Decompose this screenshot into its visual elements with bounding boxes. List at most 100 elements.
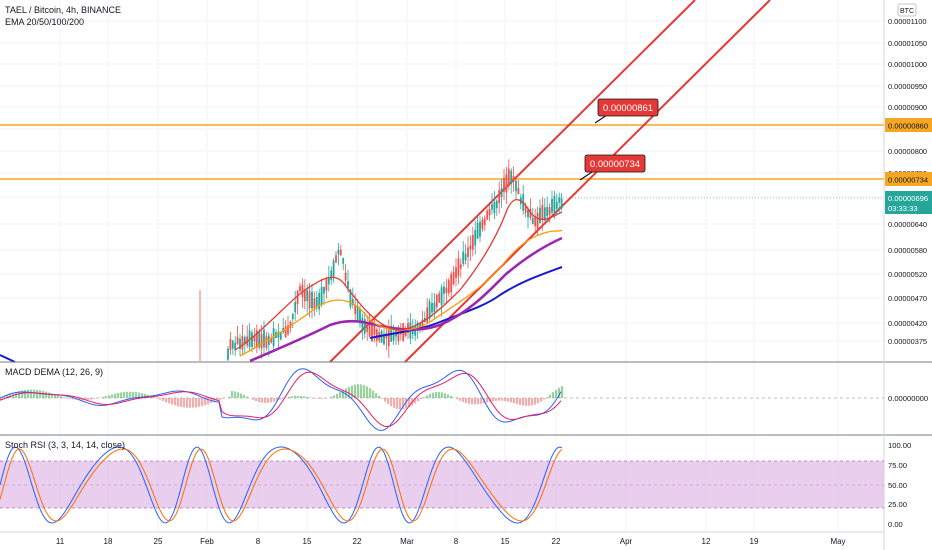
time-tick-label: 8 [256, 537, 261, 546]
stoch-legend[interactable]: Stoch RSI (3, 3, 14, 14, close) [5, 440, 125, 450]
candle-body [301, 284, 304, 298]
upper-callout[interactable]: 0.00000861 [594, 98, 659, 124]
macd-histogram-bar [78, 398, 81, 401]
candle-body [299, 286, 301, 292]
macd-histogram-bar [123, 392, 126, 398]
lower-callout[interactable]: 0.00000734 [579, 154, 646, 181]
macd-histogram-bar [405, 398, 408, 409]
time-tick-label: Apr [620, 537, 633, 546]
macd-histogram-bar [408, 398, 411, 408]
macd-histogram-bar [438, 392, 441, 398]
candle-body [296, 290, 299, 304]
candle-body [555, 202, 558, 209]
macd-histogram-bar [228, 396, 231, 398]
macd-histogram-bar [60, 396, 63, 398]
candle-body [483, 218, 486, 225]
candle-body [558, 197, 561, 203]
macd-histogram-bar [180, 398, 183, 407]
currency-badge[interactable]: BTC [897, 3, 917, 17]
macd-histogram-bar [498, 398, 501, 401]
candle-body [464, 253, 467, 261]
candle-body [241, 336, 244, 350]
macd-histogram-bar [546, 397, 549, 398]
candle-body [462, 251, 465, 264]
candle-body [546, 207, 549, 216]
candle-body [481, 219, 484, 229]
candle-body [524, 204, 527, 213]
level-734-label: 0.00000734 [888, 176, 928, 185]
stoch-rsi-series [0, 446, 563, 524]
channel-upper-line[interactable] [329, 0, 696, 363]
level-860-label: 0.00000860 [888, 122, 928, 131]
candle-body [479, 221, 481, 237]
macd-histogram-bar [237, 392, 240, 398]
macd-histogram-bar [195, 398, 198, 408]
candle-body [553, 195, 556, 212]
candle-body [239, 338, 241, 349]
macd-histogram-bar [543, 398, 546, 400]
macd-histogram-bar [399, 398, 402, 410]
macd-histogram-bar [492, 398, 495, 402]
macd-histogram-bar [117, 392, 120, 398]
macd-histogram-bar [435, 392, 438, 398]
macd-histogram-bar [87, 398, 90, 400]
candle-body [503, 177, 505, 192]
macd-histogram-bar [93, 398, 96, 400]
macd-histogram-bar [519, 398, 522, 405]
macd-histogram-bar [261, 398, 264, 403]
candle-body [517, 187, 520, 195]
candle-body [419, 322, 421, 329]
ema100-line [249, 236, 563, 363]
macd-histogram-bar [36, 389, 39, 398]
candle-body [332, 260, 335, 277]
candle-body [428, 301, 431, 319]
candle-body [363, 319, 366, 334]
macd-histogram-bar [366, 386, 369, 398]
candle-body [435, 294, 438, 308]
candle-body [541, 204, 544, 220]
stoch-d-line [0, 448, 563, 522]
time-tick-label: 22 [353, 537, 362, 546]
time-axis[interactable]: 11 18 25 Feb 8 15 22 Mar 8 15 22 Apr 12 19 May [56, 537, 846, 546]
macd-histogram-bar [183, 398, 186, 408]
macd-histogram-bar [537, 398, 540, 404]
candle-body [337, 249, 340, 255]
time-tick-label: Mar [400, 537, 414, 546]
macd-histogram-bar [141, 393, 144, 398]
macd-histogram-bar [510, 398, 513, 403]
symbol-title[interactable]: TAEL / Bitcoin, 4h, BINANCE [5, 5, 121, 15]
macd-histogram-bar [273, 398, 276, 402]
macd-signal-line [0, 371, 562, 428]
channel-lower-line[interactable] [404, 0, 771, 363]
candle-body [284, 326, 287, 338]
candle-body [534, 216, 537, 227]
macd-histogram-bar [522, 398, 525, 406]
macd-histogram-bar [324, 398, 327, 399]
macd-histogram-bar [303, 396, 306, 398]
candle-body [500, 188, 503, 198]
macd-histogram-bar [513, 398, 516, 404]
macd-histogram-bar [246, 396, 249, 398]
ema-legend[interactable]: EMA 20/50/100/200 [5, 17, 84, 27]
candle-body [474, 230, 477, 246]
macd-histogram-bar [54, 394, 57, 398]
macd-histogram-bar [384, 398, 387, 402]
macd-legend[interactable]: MACD DEMA (12, 26, 9) [5, 367, 103, 377]
macd-histogram-bar [6, 395, 9, 398]
time-tick-label: May [830, 537, 845, 546]
macd-histogram-bar [462, 398, 465, 403]
macd-histogram-bar [540, 398, 543, 402]
ema-series [0, 198, 563, 363]
candle-body [469, 245, 472, 250]
stoch-axis[interactable]: 100.00 75.00 50.00 25.00 0.00 [888, 441, 911, 529]
candle-body [543, 207, 546, 221]
macd-histogram-bar [375, 393, 378, 398]
macd-histogram-bar [444, 393, 447, 398]
macd-histogram-bar [39, 390, 42, 398]
price-tick-label: 0.00000580 [888, 246, 927, 255]
macd-histogram-bar [504, 398, 507, 402]
macd-series [0, 368, 564, 432]
macd-histogram-bar [189, 398, 192, 408]
macd-histogram-bar [129, 391, 132, 398]
